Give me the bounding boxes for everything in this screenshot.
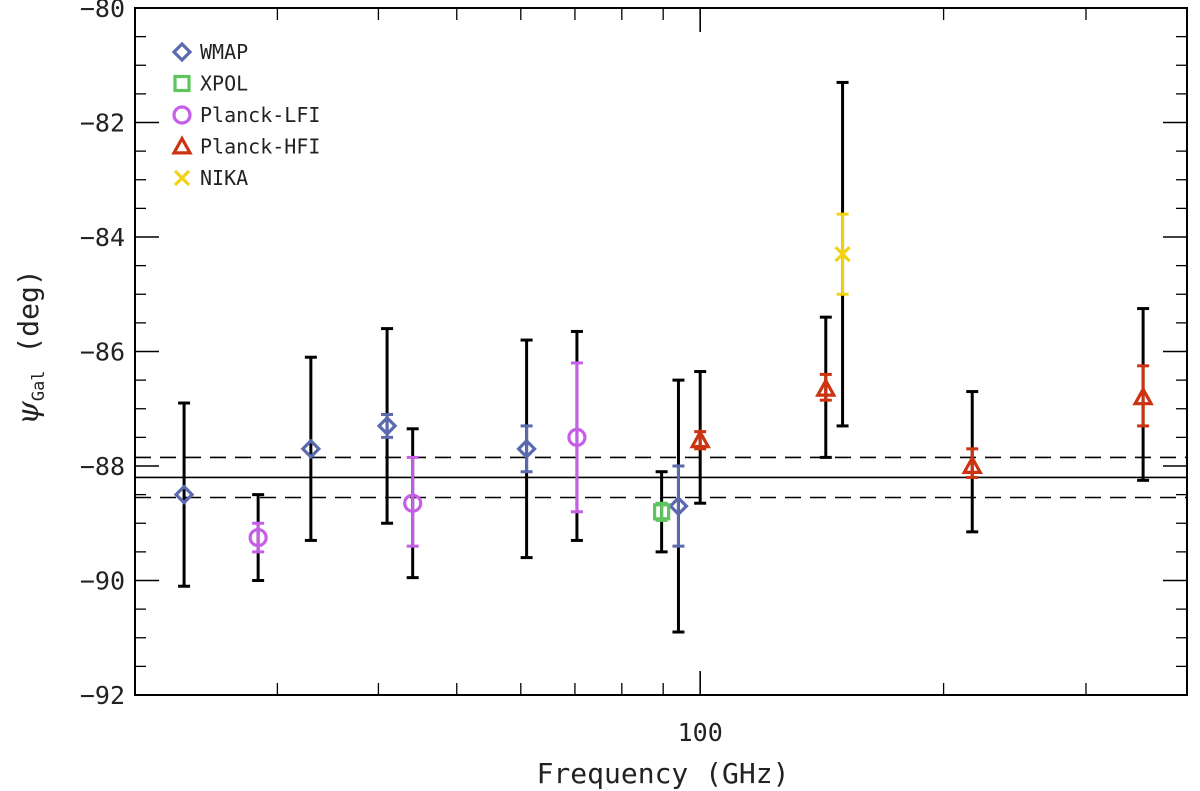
series-xpol xyxy=(653,470,671,554)
svg-text:ψGal (deg): ψGal (deg) xyxy=(11,269,49,424)
x-axis-title: Frequency (GHz) xyxy=(537,757,790,790)
data-point xyxy=(834,80,851,428)
legend-item: WMAP xyxy=(171,40,248,64)
y-tick-label: −82 xyxy=(80,109,125,138)
legend-item: Planck-HFI xyxy=(171,135,320,159)
legend-label: Planck-HFI xyxy=(200,135,320,159)
x-tick-label: 100 xyxy=(678,718,723,747)
legend-label: XPOL xyxy=(200,72,248,96)
marker-triangle xyxy=(1132,386,1154,406)
legend-cross-icon xyxy=(173,169,191,187)
marker-triangle xyxy=(689,428,711,449)
y-axis-title: ψGal (deg) xyxy=(11,269,49,424)
data-point xyxy=(668,378,689,634)
data-point xyxy=(376,327,398,525)
legend-label: Planck-LFI xyxy=(200,103,320,127)
marker-circle xyxy=(567,427,587,447)
series-planck-lfi xyxy=(248,329,587,582)
y-tick-label: −92 xyxy=(80,681,125,710)
total-error-bar xyxy=(304,355,317,542)
marker-triangle xyxy=(815,377,837,397)
data-point xyxy=(567,329,587,542)
marker-diamond xyxy=(516,438,537,460)
data-point xyxy=(1132,307,1154,482)
series-wmap xyxy=(173,327,689,634)
y-axis-subscript: Gal xyxy=(29,370,49,401)
data-point xyxy=(961,390,983,534)
legend-circle-icon xyxy=(172,105,192,125)
legend-item: XPOL xyxy=(173,72,248,96)
marker-diamond xyxy=(173,484,195,505)
data-point xyxy=(248,493,268,582)
marker-cross xyxy=(834,246,851,263)
marker-triangle xyxy=(961,454,983,474)
marker-circle xyxy=(248,527,268,548)
y-tick-label: −84 xyxy=(80,223,125,252)
marker-diamond xyxy=(668,495,689,517)
y-tick-label: −86 xyxy=(80,338,125,367)
y-axis-unit: (deg) xyxy=(12,269,45,353)
data-point xyxy=(689,370,711,505)
y-tick-label: −88 xyxy=(80,452,125,481)
stat-error-bar xyxy=(520,424,533,474)
y-tick-label: −80 xyxy=(80,0,125,23)
legend-label: WMAP xyxy=(200,40,248,64)
legend-diamond-icon xyxy=(171,41,193,63)
data-points xyxy=(173,80,1154,634)
data-point xyxy=(653,470,671,554)
data-point xyxy=(815,315,837,459)
legend-triangle-icon xyxy=(171,135,193,155)
stat-error-bar xyxy=(406,455,419,548)
stat-error-bar xyxy=(570,361,583,514)
legend-square-icon xyxy=(173,74,191,93)
legend-item: NIKA xyxy=(173,166,248,190)
stat-error-bar xyxy=(1137,364,1150,428)
series-planck-hfi xyxy=(689,307,1154,534)
y-tick-label: −90 xyxy=(80,567,125,596)
legend-label: NIKA xyxy=(200,166,248,190)
data-point xyxy=(516,338,537,560)
legend: WMAP XPOL Planck-LFI Planck-HFI NIKA xyxy=(171,40,320,190)
data-point xyxy=(173,401,195,588)
marker-diamond xyxy=(300,438,322,460)
y-axis-symbol: ψ xyxy=(11,401,46,425)
stat-error-bar xyxy=(252,521,265,554)
total-error-bar xyxy=(178,401,191,588)
legend-item: Planck-LFI xyxy=(172,103,320,127)
marker-diamond xyxy=(376,415,398,437)
data-point xyxy=(403,427,423,580)
series-nika xyxy=(834,80,851,428)
axes: −92 −90 −88 −86 −84 −82 −80 100 xyxy=(80,0,1188,747)
stat-error-bar xyxy=(672,464,685,548)
marker-circle xyxy=(403,493,423,513)
marker-square xyxy=(653,503,671,521)
data-point xyxy=(300,355,322,542)
